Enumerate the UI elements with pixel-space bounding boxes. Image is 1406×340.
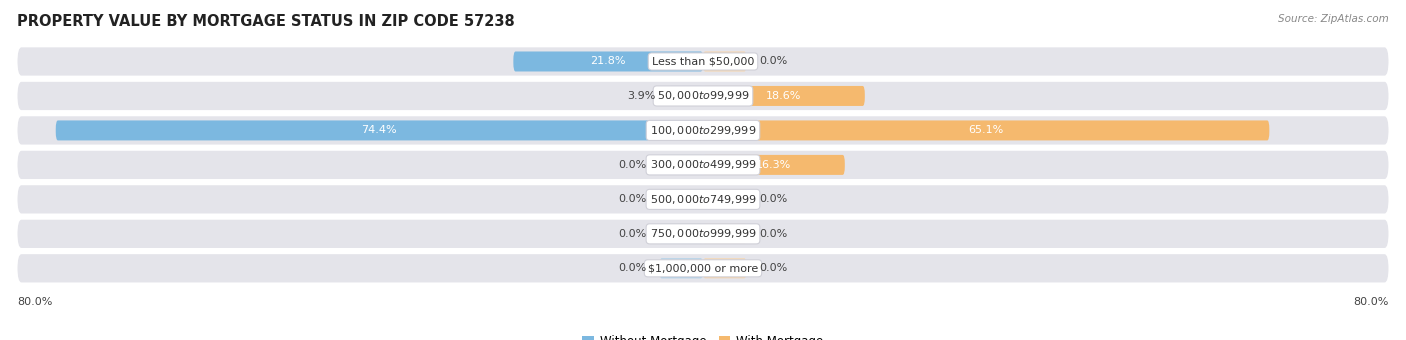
FancyBboxPatch shape bbox=[703, 189, 747, 209]
Text: 16.3%: 16.3% bbox=[756, 160, 792, 170]
FancyBboxPatch shape bbox=[17, 254, 1389, 283]
FancyBboxPatch shape bbox=[659, 155, 703, 175]
Text: 18.6%: 18.6% bbox=[766, 91, 801, 101]
Text: 0.0%: 0.0% bbox=[619, 263, 647, 273]
FancyBboxPatch shape bbox=[703, 120, 1270, 140]
Legend: Without Mortgage, With Mortgage: Without Mortgage, With Mortgage bbox=[578, 330, 828, 340]
Text: 0.0%: 0.0% bbox=[759, 194, 787, 204]
Text: $300,000 to $499,999: $300,000 to $499,999 bbox=[650, 158, 756, 171]
FancyBboxPatch shape bbox=[17, 151, 1389, 179]
Text: Less than $50,000: Less than $50,000 bbox=[652, 56, 754, 67]
FancyBboxPatch shape bbox=[703, 224, 747, 244]
Text: $500,000 to $749,999: $500,000 to $749,999 bbox=[650, 193, 756, 206]
Text: 3.9%: 3.9% bbox=[627, 91, 657, 101]
FancyBboxPatch shape bbox=[56, 120, 703, 140]
Text: 80.0%: 80.0% bbox=[1353, 296, 1389, 307]
FancyBboxPatch shape bbox=[703, 155, 845, 175]
Text: 74.4%: 74.4% bbox=[361, 125, 396, 135]
Text: 0.0%: 0.0% bbox=[619, 160, 647, 170]
FancyBboxPatch shape bbox=[703, 86, 865, 106]
Text: Source: ZipAtlas.com: Source: ZipAtlas.com bbox=[1278, 14, 1389, 23]
Text: $50,000 to $99,999: $50,000 to $99,999 bbox=[657, 89, 749, 102]
Text: 21.8%: 21.8% bbox=[591, 56, 626, 67]
FancyBboxPatch shape bbox=[17, 185, 1389, 214]
Text: 0.0%: 0.0% bbox=[619, 194, 647, 204]
Text: $750,000 to $999,999: $750,000 to $999,999 bbox=[650, 227, 756, 240]
Text: 0.0%: 0.0% bbox=[759, 229, 787, 239]
Text: 80.0%: 80.0% bbox=[17, 296, 53, 307]
FancyBboxPatch shape bbox=[703, 51, 747, 71]
FancyBboxPatch shape bbox=[17, 47, 1389, 75]
FancyBboxPatch shape bbox=[17, 220, 1389, 248]
FancyBboxPatch shape bbox=[17, 82, 1389, 110]
Text: $1,000,000 or more: $1,000,000 or more bbox=[648, 263, 758, 273]
Text: 0.0%: 0.0% bbox=[619, 229, 647, 239]
FancyBboxPatch shape bbox=[669, 86, 703, 106]
FancyBboxPatch shape bbox=[17, 116, 1389, 144]
Text: 0.0%: 0.0% bbox=[759, 56, 787, 67]
FancyBboxPatch shape bbox=[513, 51, 703, 71]
Text: PROPERTY VALUE BY MORTGAGE STATUS IN ZIP CODE 57238: PROPERTY VALUE BY MORTGAGE STATUS IN ZIP… bbox=[17, 14, 515, 29]
FancyBboxPatch shape bbox=[659, 224, 703, 244]
Text: 65.1%: 65.1% bbox=[969, 125, 1004, 135]
Text: 0.0%: 0.0% bbox=[759, 263, 787, 273]
FancyBboxPatch shape bbox=[659, 258, 703, 278]
FancyBboxPatch shape bbox=[703, 258, 747, 278]
FancyBboxPatch shape bbox=[659, 189, 703, 209]
Text: $100,000 to $299,999: $100,000 to $299,999 bbox=[650, 124, 756, 137]
